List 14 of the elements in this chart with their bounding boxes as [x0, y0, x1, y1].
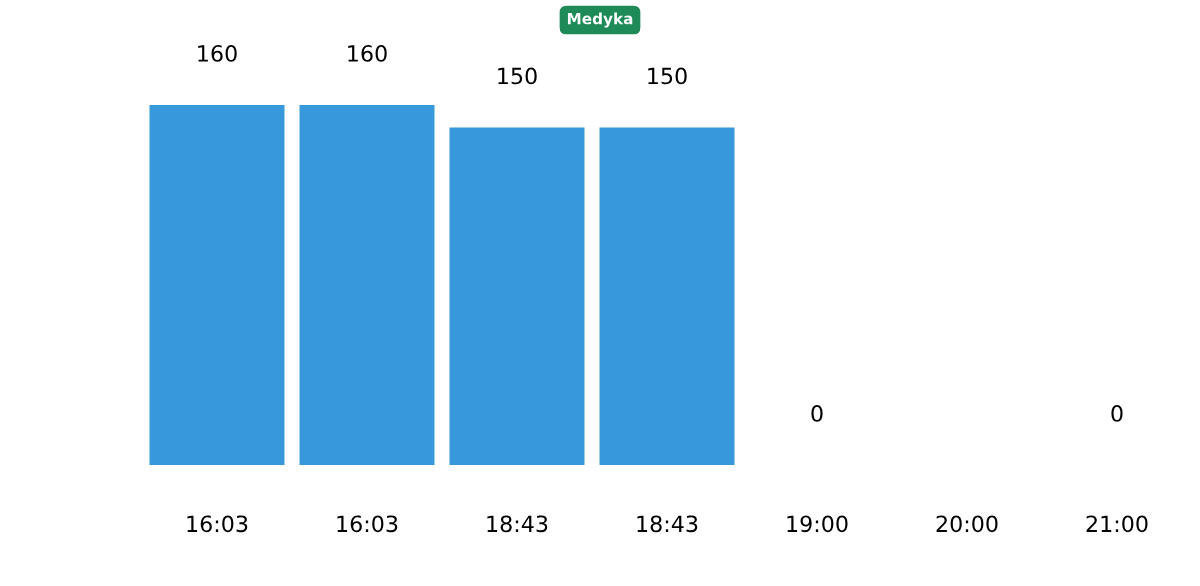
x-tick-label: 19:00 — [787, 515, 848, 533]
chart-title: Medyka — [567, 12, 633, 28]
data-label: 0 — [811, 405, 823, 422]
x-tick-label: 21:00 — [1086, 515, 1148, 533]
x-tick-label: 18:43 — [637, 515, 698, 533]
data-label: 150 — [498, 67, 537, 85]
data-label: 160 — [348, 45, 387, 62]
x-tick-label: 16:03 — [187, 515, 248, 533]
x-tick-label: 16:03 — [337, 515, 398, 533]
data-label: 150 — [648, 67, 687, 85]
data-label: 160 — [198, 45, 237, 62]
x-tick-label: 18:43 — [487, 515, 548, 533]
data-label: 0 — [1111, 405, 1123, 422]
x-tick-label: 20:00 — [936, 515, 998, 533]
